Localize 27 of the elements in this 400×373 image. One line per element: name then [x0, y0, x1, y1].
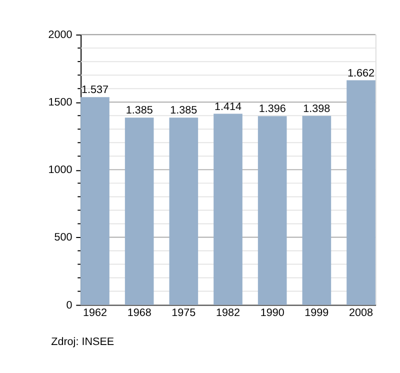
data-label: 1.662 — [348, 67, 375, 80]
data-label: 1.385 — [126, 104, 153, 117]
x-tick-label: 1975 — [172, 307, 196, 320]
x-tick-label: 1982 — [216, 307, 240, 320]
data-label: 1.385 — [170, 104, 198, 117]
bar — [80, 97, 110, 305]
bar — [124, 118, 154, 305]
bar — [169, 118, 198, 305]
bar — [346, 80, 376, 305]
data-label: 1.414 — [214, 100, 242, 113]
bar — [214, 114, 242, 305]
y-tick-label: 2000 — [48, 28, 72, 41]
text: Zdroj: INSEE — [51, 336, 114, 348]
bar — [302, 116, 332, 305]
x-tick-label: 1999 — [304, 307, 329, 320]
x-tick-label: 1990 — [260, 307, 284, 320]
y-tick-label: 1000 — [48, 164, 72, 176]
y-tick-label: 0 — [66, 299, 72, 312]
y-tick-label: 500 — [54, 232, 72, 244]
y-tick-label: 1500 — [48, 96, 72, 109]
bar — [258, 116, 287, 305]
data-label: 1.398 — [303, 102, 330, 115]
x-tick-label: 1962 — [82, 307, 108, 320]
data-label: 1.396 — [258, 103, 286, 116]
x-tick-label: 1968 — [127, 307, 152, 320]
x-tick-label: 2008 — [349, 307, 374, 320]
data-label: 1.537 — [81, 84, 109, 96]
